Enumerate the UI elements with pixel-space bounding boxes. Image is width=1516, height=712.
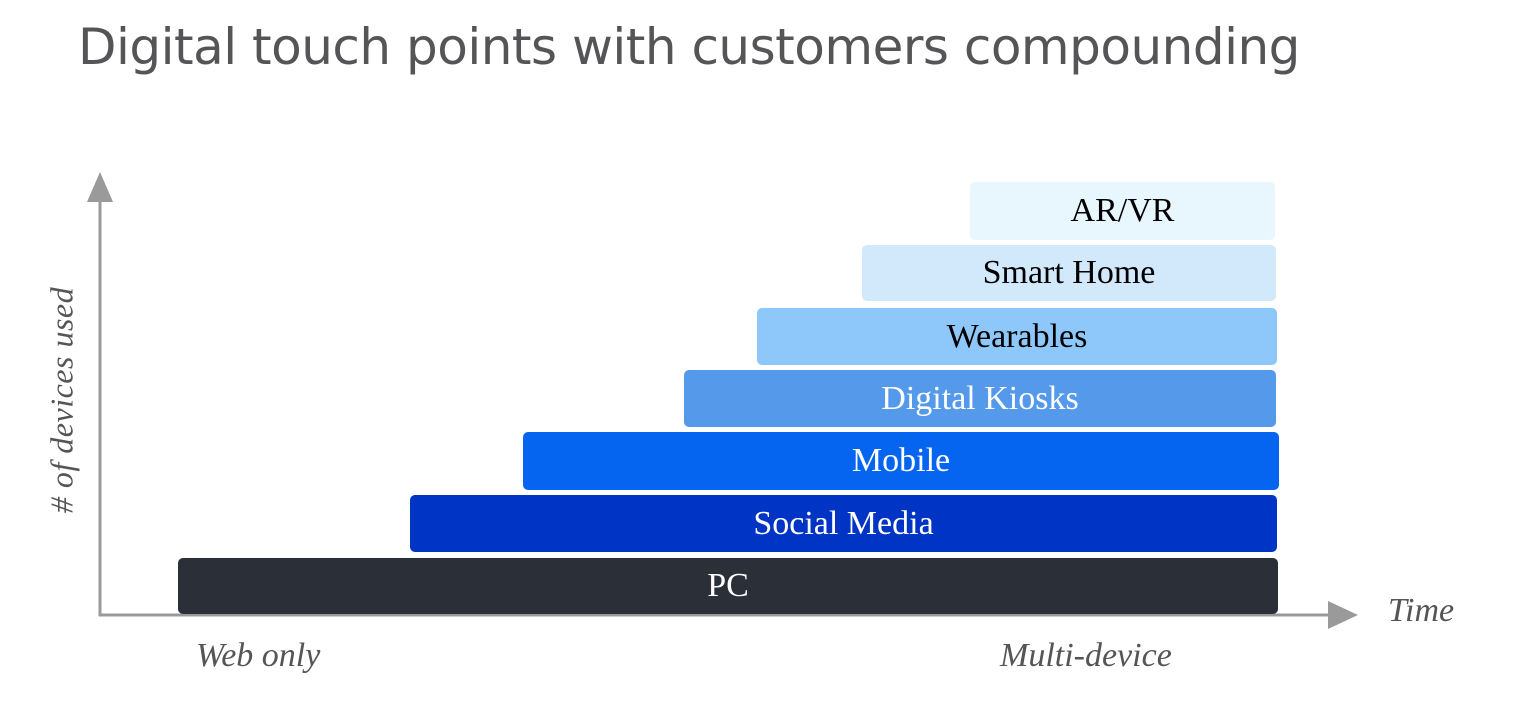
layer-social-media-label: Social Media [753,504,934,542]
layer-smart-home: Smart Home [862,245,1276,301]
layer-pc-label: PC [707,567,749,604]
layer-ar-vr: AR/VR [970,182,1275,240]
y-axis-arrow-icon [87,172,113,202]
x-axis-title: Time [1388,592,1455,629]
page-title: Digital touch points with customers comp… [78,18,1300,76]
layer-pc: PC [178,558,1278,614]
x-axis-end-label: Multi-device [1000,637,1172,674]
layer-smart-home-label: Smart Home [982,254,1156,291]
x-axis-start-label: Web only [196,637,321,674]
layer-digital-kiosks: Digital Kiosks [684,370,1276,427]
layer-wearables-label: Wearables [946,317,1088,355]
layer-social-media: Social Media [410,495,1277,552]
layer-ar-vr-label: AR/VR [1070,192,1175,229]
layer-mobile: Mobile [523,432,1279,490]
x-axis-arrow-icon [1328,601,1358,629]
layer-wearables: Wearables [757,308,1277,365]
layer-digital-kiosks-label: Digital Kiosks [881,379,1079,417]
layer-mobile-label: Mobile [851,442,951,479]
